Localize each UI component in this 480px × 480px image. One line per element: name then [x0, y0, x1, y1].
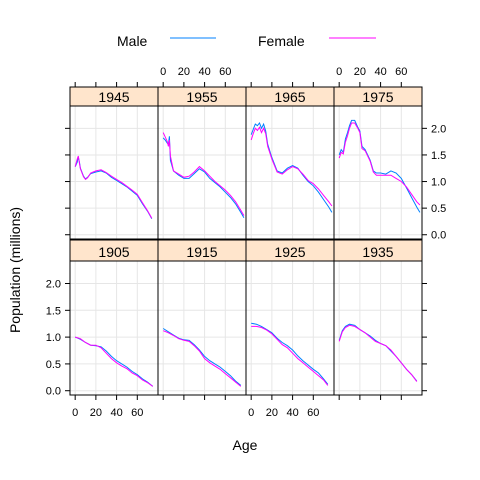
panel-frame-1975	[333, 105, 423, 240]
y-tick-label: 1.0	[431, 177, 446, 189]
strip-label-1945: 1945	[98, 89, 129, 105]
x-tick-label: 20	[354, 66, 366, 78]
series-female-1955	[162, 132, 245, 216]
strip-label-1975: 1975	[362, 89, 393, 105]
y-tick-label: 0.5	[46, 359, 61, 371]
panels: 1945 1955 1965 1975 1905 1915 1925 1935	[69, 86, 423, 396]
series-female-1905	[75, 336, 154, 387]
x-tick-label: 0	[72, 407, 78, 419]
y-tick-label: 1.5	[431, 150, 446, 162]
x-tick-label: 60	[131, 407, 143, 419]
x-tick-label: 0	[336, 66, 342, 78]
strip-label-1965: 1965	[274, 89, 305, 105]
panel-frame-1965	[245, 105, 335, 240]
series-female-1945	[74, 155, 153, 219]
panel-1925: 1925	[245, 239, 335, 396]
y-tick-label: 0.5	[431, 203, 446, 215]
series-female-1975	[338, 122, 421, 206]
series-male-1935	[338, 323, 418, 382]
legend-label-male: Male	[117, 33, 148, 49]
series-female-1915	[163, 330, 242, 387]
y-tick-label: 1.5	[46, 305, 61, 317]
y-axis-label: Population (millions)	[7, 207, 23, 333]
panel-1975: 1975	[333, 86, 423, 240]
legend: Male Female	[117, 33, 376, 49]
x-tick-label: 20	[178, 66, 190, 78]
panel-1955: 1955	[157, 86, 247, 240]
panel-1935: 1935	[333, 239, 423, 396]
y-tick-label: 1.0	[46, 332, 61, 344]
x-tick-label: 40	[110, 407, 122, 419]
x-tick-label: 20	[90, 407, 102, 419]
x-tick-label: 0	[160, 66, 166, 78]
panel-1965: 1965	[245, 86, 335, 240]
x-tick-label: 60	[307, 407, 319, 419]
x-tick-label: 20	[266, 407, 278, 419]
y-tick-label: 2.0	[431, 123, 446, 135]
x-tick-label: 40	[286, 407, 298, 419]
series-male-1945	[74, 156, 153, 220]
series-male-1965	[250, 121, 333, 213]
strip-label-1925: 1925	[274, 244, 305, 260]
x-tick-label: 40	[374, 66, 386, 78]
series-male-1925	[251, 322, 329, 385]
panel-frame-1915	[157, 260, 247, 396]
panel-1915: 1915	[157, 239, 247, 396]
series-female-1925	[251, 325, 329, 386]
panel-1945: 1945	[69, 86, 159, 240]
series-female-1965	[250, 126, 333, 207]
panel-frame-1955	[157, 105, 247, 240]
strip-label-1915: 1915	[186, 244, 217, 260]
series-male-1955	[162, 136, 245, 218]
strip-label-1955: 1955	[186, 89, 217, 105]
axes: 0 20 40 60 0 20 40 60 0.0 0.5 1.0 1.5 2.0 0 20 40 60 0.0 0…	[46, 66, 447, 419]
x-tick-label: 60	[395, 66, 407, 78]
strip-label-1905: 1905	[98, 244, 129, 260]
series-female-1935	[338, 324, 418, 382]
x-tick-label: 0	[248, 407, 254, 419]
panel-frame-1935	[333, 260, 423, 396]
x-tick-label: 60	[219, 66, 231, 78]
series-male-1975	[338, 119, 421, 213]
legend-label-female: Female	[258, 33, 305, 49]
strip-label-1935: 1935	[362, 244, 393, 260]
panel-frame-1945	[69, 105, 159, 240]
y-tick-label: 2.0	[46, 279, 61, 291]
x-tick-label: 40	[198, 66, 210, 78]
x-axis-label: Age	[233, 437, 258, 453]
panel-1905: 1905	[69, 239, 159, 396]
y-tick-label: 0.0	[46, 386, 61, 398]
panel-frame-1905	[69, 260, 159, 396]
y-tick-label: 0.0	[431, 230, 446, 242]
